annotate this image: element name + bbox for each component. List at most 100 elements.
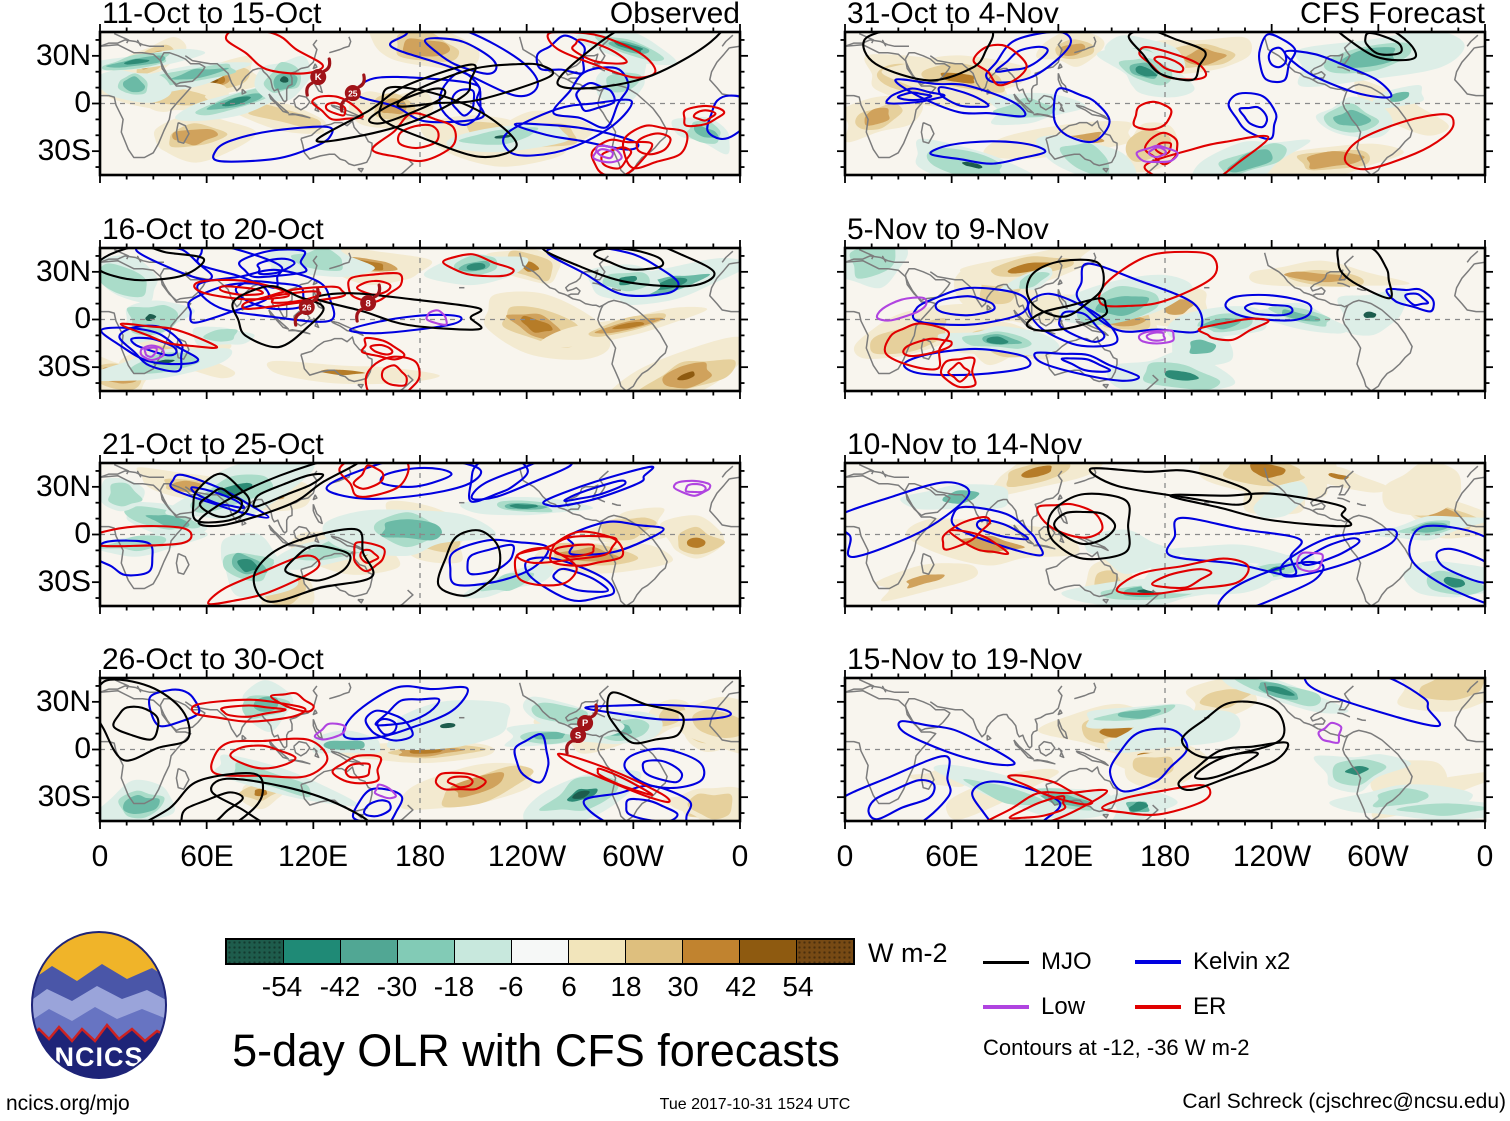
- contour-note: Contours at -12, -36 W m-2: [983, 1035, 1250, 1060]
- colorbar-tick: -18: [433, 971, 475, 1002]
- colorbar-segment: [511, 940, 568, 963]
- logo-ridge-line: [32, 1023, 166, 1043]
- colorbar-segment: [340, 940, 397, 963]
- colorbar-tick: 6: [561, 971, 577, 1002]
- y-tick-label: 30S: [37, 134, 91, 167]
- colorbar-segment: [739, 940, 796, 963]
- panel-title: 31-Oct to 4-Nov: [847, 0, 1059, 30]
- map-canvas: [92, 455, 748, 614]
- x-tick-label: 120W: [487, 840, 567, 873]
- map-canvas: 26 8: [92, 240, 748, 399]
- colorbar-segment: [796, 940, 853, 963]
- colorbar: [225, 938, 855, 965]
- legend-line-low: [983, 1005, 1029, 1009]
- x-tick-label: 180: [1139, 840, 1191, 873]
- map-panel-obs-3: 21-Oct to 25-Oct 30N 0 30S: [36, 429, 748, 614]
- colorbar-tick: -42: [319, 971, 361, 1002]
- svg-text:26: 26: [302, 302, 312, 312]
- panel-title: 26-Oct to 30-Oct: [102, 643, 324, 676]
- y-tick-label: 30S: [37, 780, 91, 813]
- y-tick-label: 30N: [35, 39, 91, 72]
- storm-marker: S: [565, 715, 592, 755]
- storm-marker: K: [305, 57, 332, 97]
- footer-timestamp: Tue 2017-10-31 1524 UTC: [659, 1096, 851, 1113]
- map-canvas: [837, 455, 1493, 614]
- colorbar-tick: -6: [498, 971, 524, 1002]
- colorbar-segment: [283, 940, 340, 963]
- logo-border: [31, 931, 167, 1079]
- map-canvas: [837, 24, 1493, 183]
- column-label-observed: Observed: [609, 0, 740, 30]
- x-tick-label: 60E: [180, 840, 234, 873]
- panel-title: 5-Nov to 9-Nov: [847, 213, 1049, 246]
- map-canvas: [837, 670, 1493, 829]
- map-canvas: [837, 240, 1493, 399]
- ncics-logo: NCICS: [31, 931, 167, 1079]
- colorbar-tick: 42: [725, 971, 757, 1002]
- x-tick-label: 60E: [925, 840, 979, 873]
- map-panel-fcst-4: 15-Nov to 19-Nov: [837, 644, 1493, 829]
- map-panel-fcst-3: 10-Nov to 14-Nov: [837, 429, 1493, 614]
- x-tick-label: 0: [91, 840, 109, 873]
- logo-text: NCICS: [54, 1042, 143, 1072]
- colorbar-tick: -54: [261, 971, 303, 1002]
- map-panel-fcst-1: 31-Oct to 4-Nov CFS Forecast: [837, 0, 1493, 183]
- colorbar-tick: 54: [782, 971, 814, 1002]
- panel-title: 15-Nov to 19-Nov: [847, 643, 1083, 676]
- colorbar-tick: 18: [610, 971, 642, 1002]
- y-tick-label: 30N: [35, 685, 91, 718]
- map-panel-obs-2: 16-Oct to 20-Oct 30N 0 30S 26 8: [36, 214, 748, 399]
- y-tick-label: 0: [74, 302, 91, 335]
- colorbar-segment: [454, 940, 511, 963]
- map-canvas: PS: [92, 670, 748, 829]
- panel-title: 10-Nov to 14-Nov: [847, 428, 1083, 461]
- x-tick-label: 120W: [1232, 840, 1312, 873]
- colorbar-tick: 30: [667, 971, 699, 1002]
- footer-url: ncics.org/mjo: [6, 1092, 130, 1115]
- legend-line-kelvin: [1135, 960, 1181, 964]
- svg-text:K: K: [315, 72, 322, 83]
- legend-line-mjo: [983, 961, 1029, 964]
- map-panel-fcst-2: 5-Nov to 9-Nov: [837, 214, 1493, 399]
- x-tick-label: 180: [394, 840, 446, 873]
- storm-marker: 25: [339, 73, 366, 113]
- y-tick-label: 30N: [35, 255, 91, 288]
- y-tick-label: 0: [74, 517, 91, 550]
- x-tick-label: 120E: [277, 840, 349, 873]
- colorbar-segment: [397, 940, 454, 963]
- y-tick-label: 30S: [37, 350, 91, 383]
- x-tick-label: 60W: [1347, 840, 1409, 873]
- panel-title: 16-Oct to 20-Oct: [102, 213, 324, 246]
- map-canvas: K 25: [92, 24, 748, 183]
- panel-title: 11-Oct to 15-Oct: [102, 0, 322, 30]
- storm-marker: 26: [293, 287, 320, 327]
- svg-text:25: 25: [348, 88, 358, 98]
- legend-label-mjo: MJO: [1041, 948, 1092, 975]
- panel-title: 21-Oct to 25-Oct: [102, 428, 324, 461]
- figure-title: 5-day OLR with CFS forecasts: [232, 1025, 840, 1076]
- svg-text:S: S: [575, 730, 581, 741]
- legend-label-low: Low: [1041, 993, 1086, 1020]
- svg-text:P: P: [582, 718, 589, 729]
- colorbar-segment: [227, 940, 283, 963]
- x-tick-label: 0: [731, 840, 749, 873]
- colorbar-segment: [625, 940, 682, 963]
- svg-text:8: 8: [366, 298, 371, 309]
- y-tick-label: 30S: [37, 565, 91, 598]
- storm-marker: 8: [355, 283, 382, 323]
- x-tick-label: 0: [1476, 840, 1494, 873]
- colorbar-segment: [682, 940, 739, 963]
- colorbar-tick: -30: [376, 971, 418, 1002]
- y-tick-label: 30N: [35, 470, 91, 503]
- colorbar-units: W m-2: [868, 938, 948, 968]
- x-tick-label: 60W: [602, 840, 664, 873]
- footer-credit: Carl Schreck (cjschrec@ncsu.edu): [1182, 1090, 1506, 1113]
- map-panel-obs-1: 11-Oct to 15-Oct Observed 30N 0 30S K 25: [36, 0, 748, 183]
- y-tick-label: 0: [74, 732, 91, 765]
- legend-line-er: [1135, 1005, 1181, 1009]
- y-tick-label: 0: [74, 86, 91, 119]
- legend-label-kelvin: Kelvin x2: [1193, 948, 1291, 975]
- x-tick-label: 0: [836, 840, 854, 873]
